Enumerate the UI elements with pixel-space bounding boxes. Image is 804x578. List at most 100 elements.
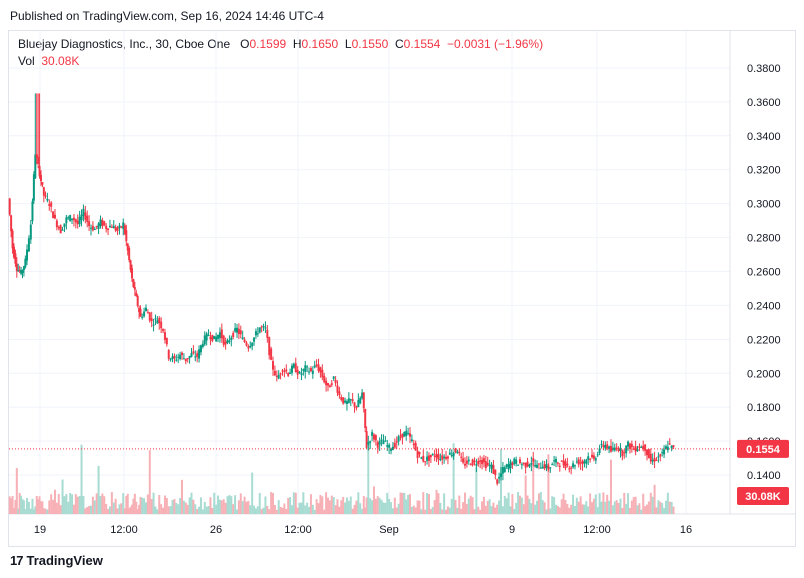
candle-body	[524, 462, 527, 468]
volume-bar	[653, 484, 656, 514]
volume-bar	[247, 500, 250, 514]
candle-body	[630, 443, 633, 448]
candle-body	[545, 464, 548, 469]
volume-bar	[644, 506, 647, 514]
volume-bar	[67, 501, 70, 514]
candle-body	[287, 372, 290, 376]
candle-body	[409, 433, 412, 437]
volume-bar	[454, 499, 457, 514]
candle-body	[298, 372, 301, 374]
candle-body	[378, 441, 381, 445]
chart-legend: Bluejay Diagnostics, Inc., 30, Cboe One …	[18, 36, 543, 70]
candle-body	[456, 451, 459, 454]
volume-bar	[14, 499, 17, 514]
candle-body	[445, 456, 448, 459]
candle-body	[22, 266, 25, 271]
candle-body	[129, 260, 132, 270]
volume-bar	[437, 493, 440, 514]
volume-bar	[139, 496, 142, 514]
volume-bar	[359, 503, 362, 514]
candle-body	[114, 227, 117, 231]
candle-body	[401, 433, 404, 439]
candle-body	[283, 370, 286, 372]
volume-bar	[473, 509, 476, 514]
candle-body	[69, 215, 72, 222]
volume-bar	[492, 502, 495, 514]
candle-body	[653, 458, 656, 462]
volume-bar	[465, 503, 468, 514]
y-tick-label: 0.2000	[747, 368, 781, 380]
volume-bar	[21, 499, 24, 514]
volume-bar	[12, 507, 15, 514]
candle-body	[103, 221, 106, 226]
x-tick-label: 9	[509, 524, 515, 536]
candle-body	[446, 456, 449, 459]
candle-body	[243, 339, 246, 343]
candle-body	[336, 385, 339, 393]
candle-body	[239, 330, 242, 335]
candle-body	[182, 358, 185, 360]
volume-bar	[353, 504, 356, 514]
volume-bar	[623, 492, 626, 514]
tradingview-logo[interactable]: 17 TradingView	[10, 553, 103, 568]
candle-body	[655, 459, 658, 461]
candle-body	[52, 211, 55, 219]
candle-body	[572, 463, 575, 468]
volume-bar	[241, 501, 244, 514]
candle-body	[577, 459, 580, 465]
volume-bar	[488, 499, 491, 514]
candle-body	[207, 334, 210, 336]
candle-body	[570, 467, 573, 469]
volume-bar	[281, 507, 284, 514]
volume-bar	[587, 506, 590, 514]
volume-bar	[239, 493, 242, 514]
volume-bar	[604, 501, 607, 514]
candle-body	[74, 219, 77, 223]
volume-bar	[598, 493, 601, 514]
candle-body	[309, 367, 312, 372]
candle-body	[646, 449, 649, 456]
volume-bar	[543, 502, 546, 514]
volume-bar	[249, 505, 252, 514]
candle-body	[235, 327, 238, 333]
candle-body	[131, 268, 134, 279]
candle-body	[126, 243, 129, 251]
candle-body	[116, 227, 119, 231]
volume-bar	[482, 496, 485, 514]
candle-body	[160, 321, 163, 329]
candle-body	[63, 223, 66, 227]
volume-bar	[651, 496, 654, 514]
volume-bar	[342, 496, 345, 514]
volume-bar	[545, 509, 548, 514]
candle-body	[313, 365, 316, 368]
candle-body	[484, 461, 487, 469]
volume-bar	[300, 502, 303, 514]
candle-body	[88, 221, 91, 227]
candle-body	[412, 443, 415, 446]
volume-bar	[129, 506, 132, 514]
volume-bar	[122, 493, 125, 514]
candle-body	[581, 460, 584, 465]
candle-body	[443, 456, 446, 459]
volume-bar	[481, 501, 484, 514]
candle-body	[266, 329, 269, 338]
volume-bar	[424, 509, 427, 514]
candle-body	[640, 446, 643, 448]
volume-bar	[48, 500, 51, 514]
volume-bar	[507, 492, 510, 514]
candle-body	[488, 465, 491, 467]
volume-bar	[336, 499, 339, 514]
candle-body	[21, 270, 24, 273]
volume-bar	[190, 492, 193, 514]
volume-bar	[351, 508, 354, 514]
candle-body	[532, 458, 535, 462]
volume-bar	[328, 500, 331, 514]
volume-bar	[572, 494, 575, 514]
close-value: 0.1554	[403, 37, 441, 51]
candle-body	[209, 336, 212, 340]
candle-body	[672, 445, 675, 448]
volume-bar	[517, 492, 520, 514]
volume-bar	[414, 507, 417, 514]
candle-body	[175, 359, 178, 361]
